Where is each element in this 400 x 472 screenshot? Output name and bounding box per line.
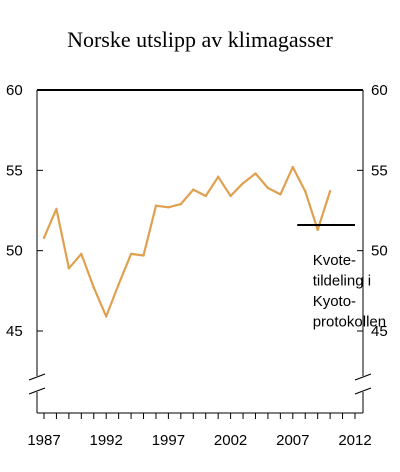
data-point [192, 188, 195, 191]
chart-title: Norske utslipp av klimagasser [67, 27, 333, 52]
annotation: Kvote-tildeling i Kyoto-protokollen [313, 252, 386, 331]
x-tick-label: 1992 [90, 432, 123, 449]
data-point [179, 202, 183, 206]
annotation-line: tildeling i [313, 273, 371, 290]
data-point [229, 194, 232, 198]
data-point [92, 286, 95, 289]
series-group [42, 165, 332, 318]
y-tick-label-left: 60 [6, 82, 23, 99]
x-ticks: 1987 1992 1997 2002 2007 2012 [27, 413, 372, 449]
data-point [105, 315, 108, 318]
y-tick-label-right: 55 [371, 162, 388, 179]
annotation-line: Kvote- [313, 252, 356, 269]
data-point [266, 186, 270, 190]
data-point [291, 165, 294, 169]
y-tick-label-right: 60 [371, 82, 388, 99]
x-tick-label: 1997 [152, 432, 185, 449]
data-point [154, 204, 158, 207]
data-point [216, 175, 220, 178]
data-point [328, 190, 332, 193]
y-tick-label-left: 45 [6, 323, 23, 340]
annotation-line: Kyoto- [313, 293, 356, 310]
y-tick-label-right: 45 [371, 323, 388, 340]
data-point [204, 194, 207, 198]
data-point [254, 172, 257, 175]
y-tick-label-right: 50 [371, 243, 388, 260]
x-tick-label: 1987 [27, 432, 60, 449]
data-point [316, 228, 319, 231]
data-point [304, 190, 307, 193]
data-point [67, 267, 71, 270]
y-ticks-right: 60 55 50 45 [357, 82, 388, 340]
y-tick-label-left: 55 [6, 162, 23, 179]
data-point [117, 283, 120, 286]
y-ticks-left: 60 55 50 45 [6, 82, 43, 340]
x-tick-label: 2002 [214, 432, 247, 449]
data-point [42, 236, 46, 240]
data-point [142, 254, 145, 257]
data-point [80, 252, 83, 256]
data-point [129, 252, 133, 256]
data-point [279, 193, 282, 196]
y-tick-label-left: 50 [6, 243, 23, 260]
data-point [55, 207, 58, 211]
data-point [167, 206, 170, 209]
x-tick-label: 2007 [276, 432, 309, 449]
axis-break-right [354, 373, 372, 395]
axis-break-left [28, 373, 46, 395]
data-point [241, 181, 245, 185]
x-tick-label: 2012 [338, 432, 371, 449]
series-line [42, 166, 332, 318]
annotation-line: protokollen [313, 314, 386, 331]
